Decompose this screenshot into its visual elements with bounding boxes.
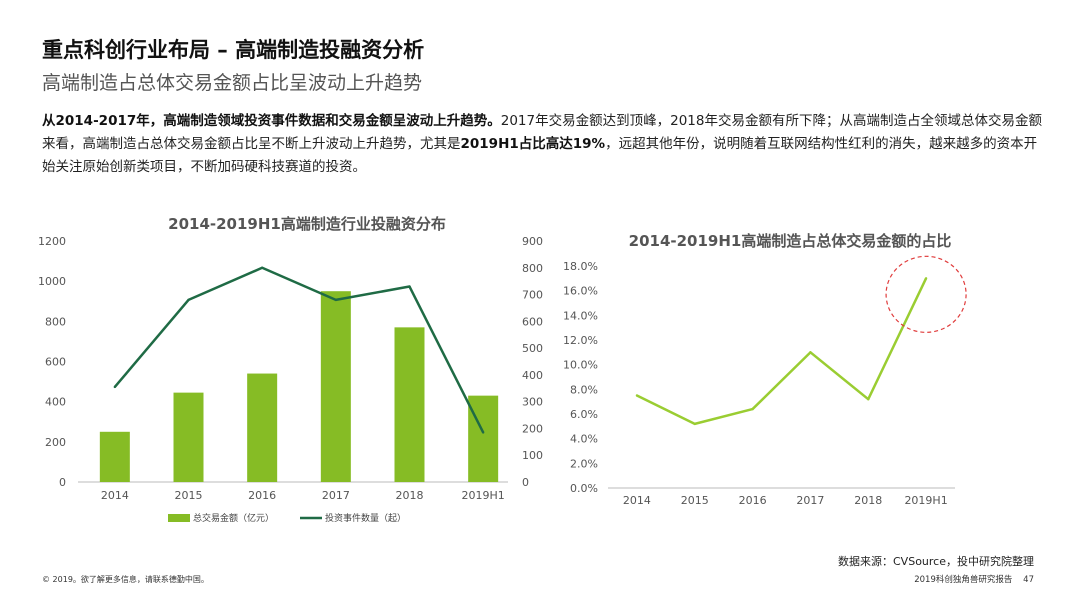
report-name: 2019科创独角兽研究报告 (914, 575, 1013, 585)
chart2-y-tick-label: 8.0% (570, 383, 598, 396)
chart1-right-tick-label: 600 (522, 315, 543, 328)
chart2-share-line (636, 277, 928, 426)
chart2-y-tick-label: 12.0% (563, 334, 598, 347)
chart2-y-tick-label: 18.0% (563, 260, 598, 273)
chart1-right-tick-label: 900 (522, 235, 543, 248)
chart1-x-tick-label: 2017 (322, 489, 350, 502)
chart2-title: 2014-2019H1高端制造占总体交易金额的占比 (629, 232, 952, 250)
chart2-y-tick-label: 0.0% (570, 482, 598, 495)
chart1-right-tick-label: 300 (522, 396, 543, 409)
chart2-y-tick-label: 2.0% (570, 457, 598, 470)
chart1-line-point (408, 285, 411, 288)
intro-bold-text-2: 2019H1占比高达19% (460, 136, 606, 152)
chart1-x-tick-label: 2015 (175, 489, 203, 502)
chart1-right-tick-label: 200 (522, 422, 543, 435)
page-footer: 2019科创独角兽研究报告 47 (914, 573, 1034, 585)
chart1-left-tick-label: 1000 (38, 275, 66, 288)
chart2-x-tick-label: 2014 (623, 494, 651, 507)
chart1-line-point (113, 385, 117, 389)
chart2-y-tick-label: 16.0% (563, 285, 598, 298)
chart2-line-point (924, 277, 928, 280)
intro-text-2: ，远超其他年份，说明随着互联网结构性红利的消失，越来越多的资本开始关注原始创新类… (42, 136, 1038, 175)
chart1-legend-bar-swatch (168, 514, 190, 522)
chart1-legend-line-label: 投资事件数量（起） (325, 512, 406, 524)
chart1-x-tick-label: 2019H1 (462, 489, 505, 502)
chart1-title: 2014-2019H1高端制造行业投融资分布 (168, 215, 446, 233)
chart2-line-point (635, 394, 639, 397)
chart2-x-tick-label: 2016 (739, 494, 767, 507)
chart2-x-tick-label: 2017 (796, 494, 824, 507)
chart1-x-tick-label: 2014 (101, 489, 129, 502)
chart2-y-tick-label: 10.0% (563, 359, 598, 372)
page-title: 重点科创行业布局 – 高端制造投融资分析 (42, 38, 425, 62)
chart2-line-point (751, 407, 754, 411)
intro-bold-text: 从2014-2017年，高端制造领域投资事件数据和交易金额呈波动上升趋势。 (42, 113, 501, 129)
chart1-bar (247, 373, 278, 482)
intro-paragraph: 从2014-2017年，高端制造领域投资事件数据和交易金额呈波动上升趋势。201… (42, 110, 1042, 179)
chart2-line-point (693, 422, 696, 426)
chart1-x-tick-label: 2018 (396, 489, 424, 502)
chart2-x-tick-label: 2015 (681, 494, 709, 507)
chart1-line-point (260, 266, 264, 269)
chart1-bar (320, 291, 351, 482)
chart2-line-point (809, 351, 812, 354)
chart2-line-point (867, 398, 870, 401)
chart1-left-tick-label: 200 (45, 436, 66, 449)
copyright-note: © 2019。欲了解更多信息，请联系德勤中国。 (42, 575, 209, 584)
page-subtitle: 高端制造占总体交易金额占比呈波动上升趋势 (42, 72, 423, 94)
chart1-bar (394, 327, 425, 482)
chart1-line-point (481, 431, 485, 434)
chart1-left-tick-label: 800 (45, 315, 66, 328)
chart2-x-tick-label: 2018 (854, 494, 882, 507)
chart2-y-tick-label: 4.0% (570, 433, 598, 446)
chart1-bar (99, 431, 130, 482)
chart2-y-tick-label: 6.0% (570, 408, 598, 421)
chart2-highlight-circle (885, 255, 967, 333)
chart1-right-tick-label: 800 (522, 262, 543, 275)
chart1-left-tick-label: 600 (45, 356, 66, 369)
chart1-left-tick-label: 1200 (38, 235, 66, 248)
chart1-right-tick-label: 500 (522, 342, 543, 355)
chart1-line-point (334, 298, 338, 302)
chart1-x-tick-label: 2016 (248, 489, 276, 502)
data-source: 数据来源：CVSource，投中研究院整理 (838, 555, 1034, 568)
chart1-right-tick-label: 0 (522, 476, 529, 489)
chart1-line-point (187, 298, 190, 302)
chart1-bar (173, 392, 204, 482)
chart2-y-tick-label: 14.0% (563, 309, 598, 322)
investment-distribution-chart: 2014-2019H1高端制造行业投融资分布020040060080010001… (38, 215, 543, 524)
chart1-legend-bar-label: 总交易金额（亿元） (193, 512, 274, 524)
chart1-event-count-line (113, 266, 485, 434)
chart1-right-tick-label: 100 (522, 449, 543, 462)
chart1-left-tick-label: 400 (45, 396, 66, 409)
chart2-x-tick-label: 2019H1 (904, 494, 947, 507)
chart1-left-tick-label: 0 (59, 476, 66, 489)
chart1-right-tick-label: 400 (522, 369, 543, 382)
chart1-right-tick-label: 700 (522, 289, 543, 302)
page-number: 47 (1023, 575, 1034, 585)
intro-text-1: 2017年交易金额达到顶峰，2018年交易金额有所下降；从高端制造占全领域总体交… (42, 113, 1042, 152)
